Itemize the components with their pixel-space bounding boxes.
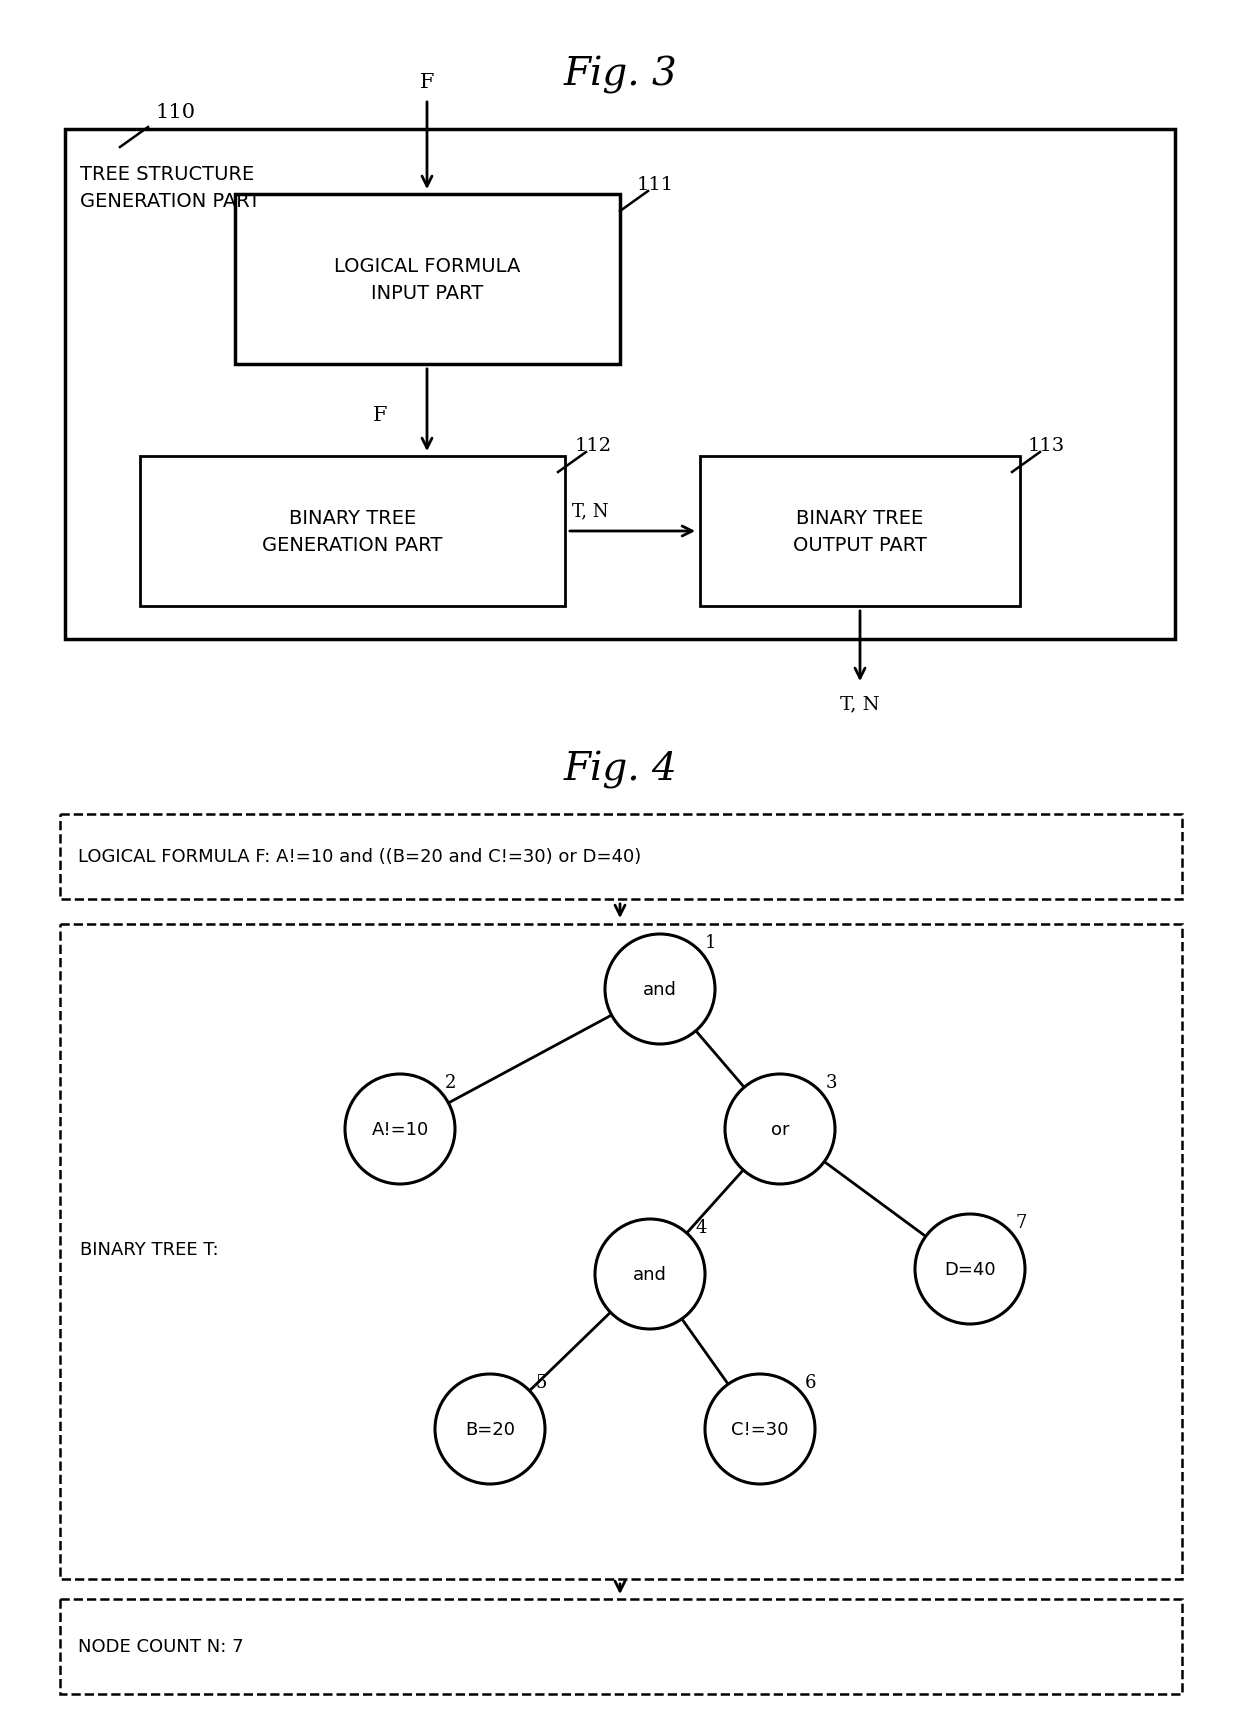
Text: Fig. 3: Fig. 3 (563, 55, 677, 94)
Text: T, N: T, N (572, 502, 609, 520)
Text: and: and (634, 1266, 667, 1283)
Text: TREE STRUCTURE
GENERATION PART: TREE STRUCTURE GENERATION PART (81, 165, 260, 210)
Bar (60, 1599, 1182, 1694)
Ellipse shape (595, 1219, 706, 1328)
Text: 4: 4 (696, 1218, 707, 1237)
Text: B=20: B=20 (465, 1420, 515, 1438)
Text: 2: 2 (445, 1074, 456, 1091)
Text: F: F (420, 73, 434, 92)
Text: 113: 113 (1028, 436, 1065, 456)
Ellipse shape (915, 1214, 1025, 1325)
Bar (60, 925, 1182, 1580)
Bar (236, 196, 620, 365)
Text: and: and (644, 980, 677, 998)
Text: BINARY TREE
OUTPUT PART: BINARY TREE OUTPUT PART (794, 509, 928, 554)
Bar (140, 457, 565, 606)
Ellipse shape (706, 1373, 815, 1484)
Bar (60, 814, 1182, 899)
Text: 112: 112 (575, 436, 613, 456)
Text: F: F (373, 405, 387, 424)
Ellipse shape (435, 1373, 546, 1484)
Ellipse shape (345, 1074, 455, 1185)
Text: LOGICAL FORMULA
INPUT PART: LOGICAL FORMULA INPUT PART (335, 256, 521, 303)
Text: 7: 7 (1016, 1214, 1027, 1231)
Ellipse shape (725, 1074, 835, 1185)
Bar (64, 130, 1176, 639)
Text: Fig. 4: Fig. 4 (563, 750, 677, 788)
Text: or: or (771, 1121, 789, 1138)
Text: 3: 3 (825, 1074, 837, 1091)
Text: 5: 5 (536, 1373, 547, 1391)
Text: A!=10: A!=10 (371, 1121, 429, 1138)
Text: BINARY TREE T:: BINARY TREE T: (81, 1240, 218, 1257)
Text: 6: 6 (805, 1373, 817, 1391)
Bar (701, 457, 1021, 606)
Text: 1: 1 (706, 934, 717, 951)
Text: C!=30: C!=30 (732, 1420, 789, 1438)
Text: D=40: D=40 (944, 1261, 996, 1278)
Text: T, N: T, N (841, 695, 880, 712)
Text: BINARY TREE
GENERATION PART: BINARY TREE GENERATION PART (263, 509, 443, 554)
Text: LOGICAL FORMULA F: A!=10 and ((B=20 and C!=30) or D=40): LOGICAL FORMULA F: A!=10 and ((B=20 and … (78, 849, 641, 866)
Text: 111: 111 (637, 177, 675, 194)
Text: NODE COUNT N: 7: NODE COUNT N: 7 (78, 1637, 243, 1656)
Text: 110: 110 (155, 102, 195, 121)
Ellipse shape (605, 935, 715, 1044)
